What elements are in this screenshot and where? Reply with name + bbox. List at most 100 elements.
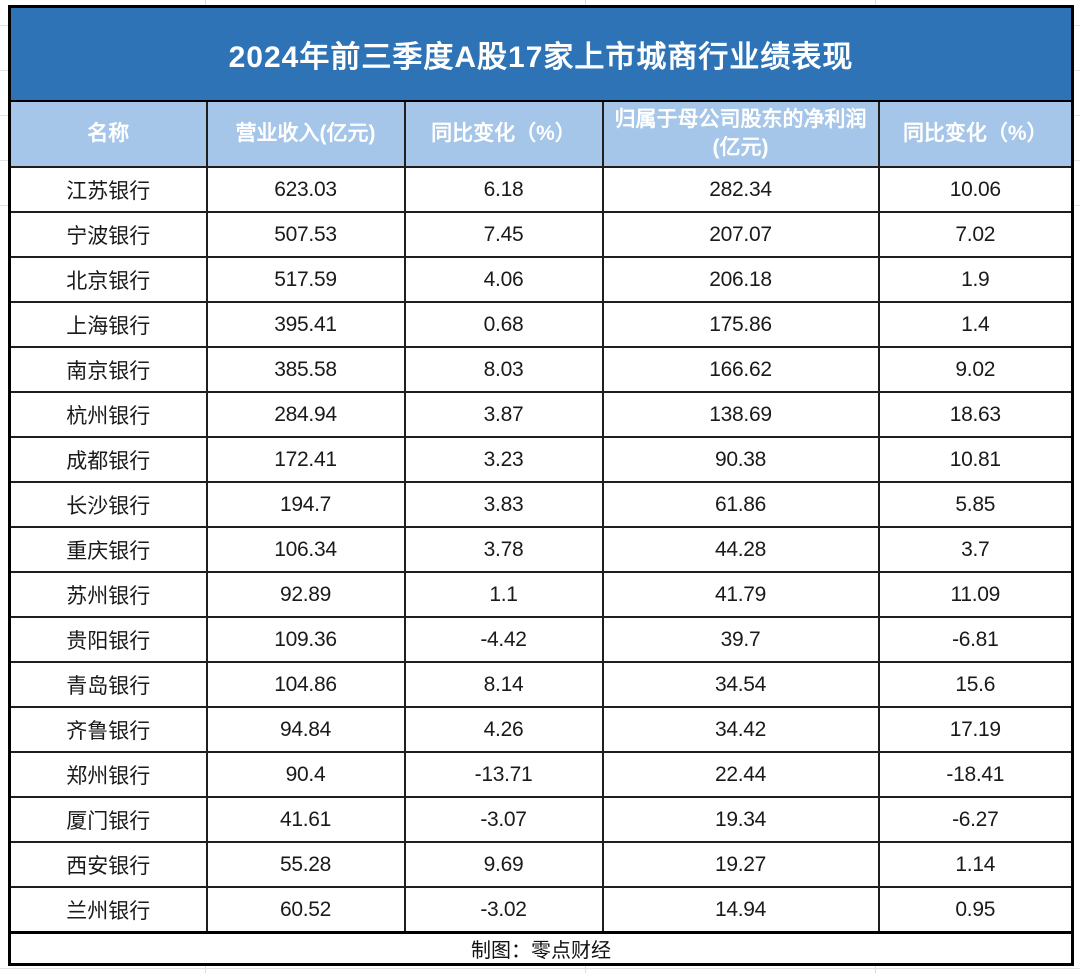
footer-row: 制图：零点财经 — [8, 931, 1074, 966]
table-row: 齐鲁银行 94.84 4.26 34.42 17.19 — [8, 706, 1074, 753]
cell-net-profit: 34.54 — [601, 661, 880, 708]
cell-profit-yoy: 1.4 — [877, 301, 1074, 348]
cell-profit-yoy: 9.02 — [877, 346, 1074, 393]
cell-revenue-yoy: -13.71 — [403, 751, 604, 798]
table-row: 宁波银行 507.53 7.45 207.07 7.02 — [8, 211, 1074, 258]
cell-revenue-yoy: 8.03 — [403, 346, 604, 393]
cell-net-profit: 206.18 — [601, 256, 880, 303]
cell-revenue: 55.28 — [205, 841, 406, 888]
table-row: 成都银行 172.41 3.23 90.38 10.81 — [8, 436, 1074, 483]
cell-bank-name: 厦门银行 — [8, 796, 208, 843]
table-row: 北京银行 517.59 4.06 206.18 1.9 — [8, 256, 1074, 303]
table-row: 重庆银行 106.34 3.78 44.28 3.7 — [8, 526, 1074, 573]
cell-revenue-yoy: 8.14 — [403, 661, 604, 708]
cell-revenue-yoy: 9.69 — [403, 841, 604, 888]
cell-revenue-yoy: -4.42 — [403, 616, 604, 663]
cell-profit-yoy: 18.63 — [877, 391, 1074, 438]
cell-net-profit: 39.7 — [601, 616, 880, 663]
cell-net-profit: 61.86 — [601, 481, 880, 528]
cell-profit-yoy: -6.81 — [877, 616, 1074, 663]
cell-revenue-yoy: 3.87 — [403, 391, 604, 438]
col-header-net-profit: 归属于母公司股东的净利润(亿元) — [601, 100, 880, 168]
cell-revenue: 94.84 — [205, 706, 406, 753]
cell-bank-name: 西安银行 — [8, 841, 208, 888]
cell-bank-name: 南京银行 — [8, 346, 208, 393]
cell-net-profit: 166.62 — [601, 346, 880, 393]
cell-revenue: 109.36 — [205, 616, 406, 663]
cell-net-profit: 138.69 — [601, 391, 880, 438]
cell-bank-name: 宁波银行 — [8, 211, 208, 258]
table-row: 长沙银行 194.7 3.83 61.86 5.85 — [8, 481, 1074, 528]
cell-bank-name: 成都银行 — [8, 436, 208, 483]
cell-net-profit: 90.38 — [601, 436, 880, 483]
cell-bank-name: 北京银行 — [8, 256, 208, 303]
col-header-profit-yoy: 同比变化（%） — [877, 100, 1074, 168]
cell-bank-name: 苏州银行 — [8, 571, 208, 618]
table-row: 郑州银行 90.4 -13.71 22.44 -18.41 — [8, 751, 1074, 798]
col-header-bank-name: 名称 — [8, 100, 208, 168]
cell-revenue: 92.89 — [205, 571, 406, 618]
cell-net-profit: 41.79 — [601, 571, 880, 618]
cell-profit-yoy: 1.14 — [877, 841, 1074, 888]
cell-revenue: 41.61 — [205, 796, 406, 843]
cell-revenue-yoy: 6.18 — [403, 166, 604, 213]
table-row: 厦门银行 41.61 -3.07 19.34 -6.27 — [8, 796, 1074, 843]
cell-revenue: 395.41 — [205, 301, 406, 348]
table-title: 2024年前三季度A股17家上市城商行业绩表现 — [8, 5, 1074, 102]
cell-revenue: 507.53 — [205, 211, 406, 258]
cell-net-profit: 44.28 — [601, 526, 880, 573]
col-header-revenue-yoy: 同比变化（%） — [403, 100, 604, 168]
gridline — [0, 968, 1080, 969]
cell-revenue: 385.58 — [205, 346, 406, 393]
cell-revenue: 194.7 — [205, 481, 406, 528]
cell-profit-yoy: 5.85 — [877, 481, 1074, 528]
cell-profit-yoy: 1.9 — [877, 256, 1074, 303]
table-row: 苏州银行 92.89 1.1 41.79 11.09 — [8, 571, 1074, 618]
table-body: 江苏银行 623.03 6.18 282.34 10.06 宁波银行 507.53 7.45 2… — [8, 166, 1074, 934]
cell-revenue-yoy: -3.02 — [403, 886, 604, 934]
cell-revenue-yoy: 4.26 — [403, 706, 604, 753]
cell-bank-name: 郑州银行 — [8, 751, 208, 798]
cell-bank-name: 上海银行 — [8, 301, 208, 348]
cell-revenue-yoy: 0.68 — [403, 301, 604, 348]
table-row: 青岛银行 104.86 8.14 34.54 15.6 — [8, 661, 1074, 708]
cell-profit-yoy: 15.6 — [877, 661, 1074, 708]
cell-bank-name: 贵阳银行 — [8, 616, 208, 663]
cell-profit-yoy: 17.19 — [877, 706, 1074, 753]
title-row: 2024年前三季度A股17家上市城商行业绩表现 — [8, 5, 1074, 102]
cell-revenue: 623.03 — [205, 166, 406, 213]
cell-revenue: 172.41 — [205, 436, 406, 483]
cell-profit-yoy: 7.02 — [877, 211, 1074, 258]
cell-revenue-yoy: -3.07 — [403, 796, 604, 843]
cell-profit-yoy: 10.06 — [877, 166, 1074, 213]
cell-bank-name: 兰州银行 — [8, 886, 208, 934]
cell-profit-yoy: 11.09 — [877, 571, 1074, 618]
cell-net-profit: 19.34 — [601, 796, 880, 843]
cell-revenue-yoy: 4.06 — [403, 256, 604, 303]
cell-revenue: 90.4 — [205, 751, 406, 798]
cell-profit-yoy: -18.41 — [877, 751, 1074, 798]
cell-revenue-yoy: 1.1 — [403, 571, 604, 618]
cell-net-profit: 14.94 — [601, 886, 880, 934]
cell-revenue-yoy: 3.78 — [403, 526, 604, 573]
cell-bank-name: 青岛银行 — [8, 661, 208, 708]
header-row: 名称 营业收入(亿元) 同比变化（%） 归属于母公司股东的净利润(亿元) 同比变… — [8, 100, 1074, 168]
col-header-revenue: 营业收入(亿元) — [205, 100, 406, 168]
cell-revenue: 106.34 — [205, 526, 406, 573]
cell-bank-name: 齐鲁银行 — [8, 706, 208, 753]
table-row: 兰州银行 60.52 -3.02 14.94 0.95 — [8, 886, 1074, 934]
cell-revenue: 284.94 — [205, 391, 406, 438]
cell-bank-name: 江苏银行 — [8, 166, 208, 213]
cell-revenue: 60.52 — [205, 886, 406, 934]
cell-net-profit: 175.86 — [601, 301, 880, 348]
table-row: 杭州银行 284.94 3.87 138.69 18.63 — [8, 391, 1074, 438]
cell-bank-name: 杭州银行 — [8, 391, 208, 438]
cell-profit-yoy: 0.95 — [877, 886, 1074, 934]
cell-net-profit: 282.34 — [601, 166, 880, 213]
cell-revenue-yoy: 7.45 — [403, 211, 604, 258]
cell-revenue-yoy: 3.23 — [403, 436, 604, 483]
cell-net-profit: 34.42 — [601, 706, 880, 753]
bank-performance-table: 2024年前三季度A股17家上市城商行业绩表现 名称 营业收入(亿元) 同比变化… — [8, 5, 1075, 966]
table-row: 江苏银行 623.03 6.18 282.34 10.06 — [8, 166, 1074, 213]
